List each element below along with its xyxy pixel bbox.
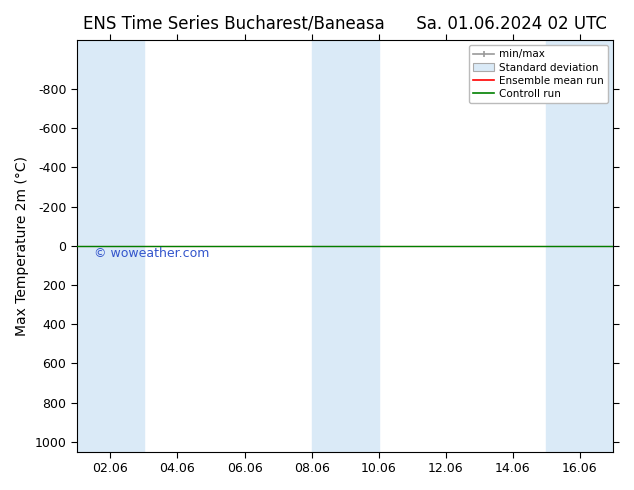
Y-axis label: Max Temperature 2m (°C): Max Temperature 2m (°C): [15, 156, 29, 336]
Bar: [547, 40, 614, 452]
Legend: min/max, Standard deviation, Ensemble mean run, Controll run: min/max, Standard deviation, Ensemble me…: [469, 45, 608, 103]
Bar: [311, 40, 378, 452]
Bar: [77, 40, 144, 452]
Title: ENS Time Series Bucharest/Baneasa      Sa. 01.06.2024 02 UTC: ENS Time Series Bucharest/Baneasa Sa. 01…: [83, 15, 607, 33]
Text: © woweather.com: © woweather.com: [94, 246, 209, 260]
